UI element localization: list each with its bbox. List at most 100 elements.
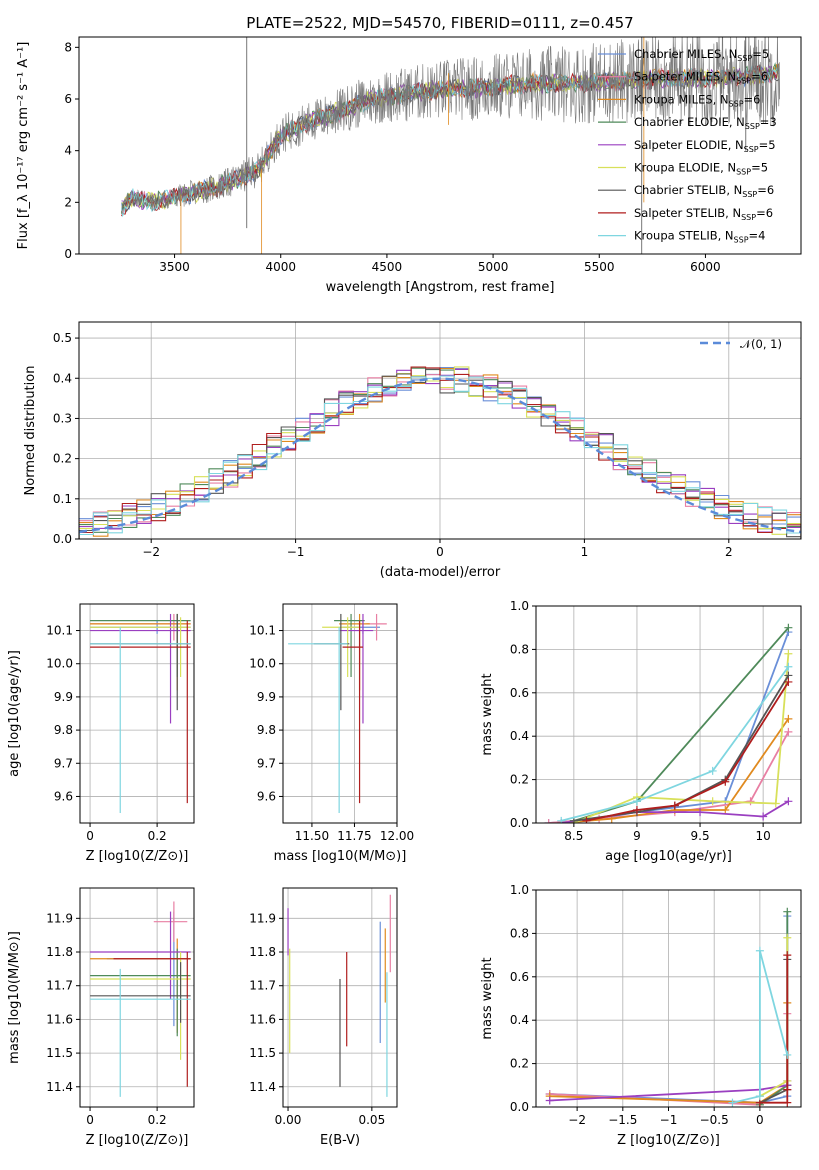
age-vs-Z-data [90,613,191,814]
residuals-ytick-label: 0.1 [53,492,72,506]
spectrum-legend-label: Chabrier MILES, NSSP=5 [634,47,769,63]
mass-weight-vs-Z-marker [755,1092,764,1101]
mass-weight-vs-age-marker [544,819,553,823]
spectrum-ytick-label: 0 [64,247,72,261]
mass-vs-Z-ytick-label: 11.8 [46,945,73,959]
age-vs-mass-xtick-label: 11.50 [295,829,329,843]
mass-vs-ebv-ytick-label: 11.8 [249,945,276,959]
mass-weight-vs-age-series-line [573,653,790,823]
spectrum-ytick-label: 6 [64,92,72,106]
mass-weight-vs-age-marker [696,808,705,817]
age-vs-mass-ytick-label: 9.7 [257,756,276,770]
age-vs-mass-ytick-label: 10.1 [249,624,276,638]
age-vs-mass-ytick-label: 9.8 [257,723,276,737]
mass-vs-ebv-xtick-label: 0.05 [358,1113,385,1127]
age-vs-mass-axes: 11.50 11.75 12.00 9.6 9.7 9.8 9.9 10.0 10.1 mass … [249,603,414,864]
mass-weight-vs-age-series-line [548,731,790,823]
mass-weight-vs-Z-ytick-label: 0.6 [510,970,529,984]
mass-vs-ebv-ytick-label: 11.4 [249,1080,276,1094]
mass-vs-ebv-axes: 0.00 0.05 11.4 11.5 11.6 11.7 11.8 11.9 E(B-V) [249,887,398,1148]
mass-weight-vs-Z-series-line [759,937,789,1097]
mass-weight-vs-age-marker [708,797,717,806]
mass-weight-vs-age-marker [784,677,793,686]
spectrum-axes: 3500 4000 4500 5000 5500 6000 0 2 4 6 8 PLATE=2522,… [16,14,802,295]
mass-weight-vs-Z-frame [535,889,802,1108]
mass-weight-vs-age-marker [784,623,793,632]
spectrum-xtick-label: 4000 [265,260,296,274]
residuals-xlabel: (data-model)/error [380,565,501,580]
age-vs-mass-ytick-label: 9.6 [257,789,276,803]
mass-weight-vs-Z-marker [783,951,792,960]
mass-weight-vs-Z-marker [783,907,792,916]
age-vs-mass-xlabel: mass [log10(M/M⊙)] [274,849,407,864]
mass-weight-vs-Z-xtick-label: −0.5 [700,1113,729,1127]
mass-weight-vs-Z-xtick-label: 0 [756,1113,764,1127]
spectrum-legend: Chabrier MILES, NSSP=5 Salpeter MILES, NS… [598,47,777,245]
spectrum-xtick-label: 5000 [478,260,509,274]
mass-vs-Z-ytick-label: 11.5 [46,1046,73,1060]
mass-weight-vs-age-xtick-label: 10 [756,829,771,843]
age-vs-mass-xtick-label: 12.00 [380,829,414,843]
mass-weight-vs-Z-marker [783,1085,792,1094]
mass-weight-vs-age-marker [746,797,755,806]
mass-weight-vs-age-xtick-label: 9.5 [691,829,710,843]
mass-weight-vs-age-marker [721,805,730,814]
mass-weight-vs-Z-xtick-label: −2 [568,1113,586,1127]
age-vs-Z-xlabel: Z [log10(Z/Z⊙)] [86,849,189,864]
age-vs-mass-ytick-label: 9.9 [257,690,276,704]
mass-weight-vs-age-marker [784,727,793,736]
residuals-xtick-label: −1 [287,545,305,559]
residuals-ylabel: Normed distribution [23,366,38,496]
age-vs-Z-ytick-label: 9.9 [54,690,73,704]
age-vs-Z-ytick-label: 9.6 [54,789,73,803]
mass-weight-vs-age-ytick-label: 0.0 [510,816,529,830]
mass-weight-vs-Z-marker [783,1098,792,1107]
mass-weight-vs-age-xtick-label: 9 [633,829,641,843]
mass-weight-vs-age-series-line [560,666,790,822]
residuals-legend: 𝒩(0, 1) [700,337,782,351]
mass-weight-vs-Z-marker [783,1050,792,1059]
mass-weight-vs-Z-marker [545,1096,554,1105]
mass-weight-vs-Z-marker [783,933,792,942]
age-vs-Z-ytick-label: 9.8 [54,723,73,737]
spectrum-xtick-label: 4500 [372,260,403,274]
mass-vs-ebv-ytick-label: 11.7 [249,979,276,993]
mass-weight-vs-age-xlabel: age [log10(age/yr)] [605,849,732,864]
mass-weight-vs-age-ytick-label: 0.8 [510,642,529,656]
spectrum-xtick-label: 6000 [690,260,721,274]
mass-weight-vs-Z-axes: −2 −1.5 −1 −0.5 0 0.0 0.2 0.4 0.6 0.8 1.0 Z [log10(… [480,883,802,1148]
mass-vs-Z-xtick-label: 0.2 [148,1113,167,1127]
spectrum-xtick-label: 3500 [159,260,190,274]
age-vs-Z-xtick-label: 0 [86,829,94,843]
mass-weight-vs-Z-ytick-label: 0.4 [510,1013,529,1027]
mass-weight-vs-Z-series-line [759,955,789,1104]
mass-weight-vs-age-axes: 8.5 9 9.5 10 0.0 0.2 0.4 0.6 0.8 1.0 age [log10(ag… [480,599,802,864]
age-vs-Z-axes: 0 0.2 9.6 9.7 9.8 9.9 10.0 10.1 Z [log10(Z/Z⊙)] a… [7,603,195,864]
residuals-ytick-label: 0.2 [53,452,72,466]
age-vs-mass-frame [282,603,398,824]
spectrum-xlabel: wavelength [Angstrom, rest frame] [326,280,555,295]
residuals-data [79,366,801,539]
mass-vs-Z-xtick-label: 0 [86,1113,94,1127]
residuals-axes: −2 −1 0 1 2 0.0 0.1 0.2 0.3 0.4 0.5 (data-model)/er… [23,321,802,580]
spectrum-title: PLATE=2522, MJD=54570, FIBERID=0111, z=0… [246,14,633,32]
spectrum-xtick-label: 5500 [584,260,615,274]
mass-weight-vs-age-ytick-label: 0.4 [510,729,529,743]
residuals-legend-label: 𝒩(0, 1) [740,337,782,351]
spectrum-ylabel: Flux [f_λ 10⁻¹⁷ erg cm⁻² s⁻¹ A⁻¹] [16,42,31,250]
spectrum-ytick-label: 2 [64,195,72,209]
mass-weight-vs-Z-xlabel: Z [log10(Z/Z⊙)] [617,1133,720,1148]
mass-vs-ebv-data [287,894,391,1097]
mass-weight-vs-Z-ytick-label: 0.0 [510,1100,529,1114]
mass-weight-vs-age-marker [771,799,780,808]
mass-vs-Z-xlabel: Z [log10(Z/Z⊙)] [86,1133,189,1148]
mass-vs-ebv-ytick-label: 11.5 [249,1046,276,1060]
age-vs-Z-ylabel: age [log10(age/yr)] [7,650,22,777]
age-vs-Z-ytick-label: 10.1 [46,624,73,638]
mass-weight-vs-Z-series-line [759,911,789,1106]
mass-weight-vs-age-marker [784,797,793,806]
spectrum-legend-label: Chabrier STELIB, NSSP=6 [634,183,774,199]
residuals-ytick-label: 0.3 [53,411,72,425]
mass-vs-Z-axes: 0 0.2 11.4 11.5 11.6 11.7 11.8 11.9 Z [log10(Z/Z… [7,887,195,1148]
